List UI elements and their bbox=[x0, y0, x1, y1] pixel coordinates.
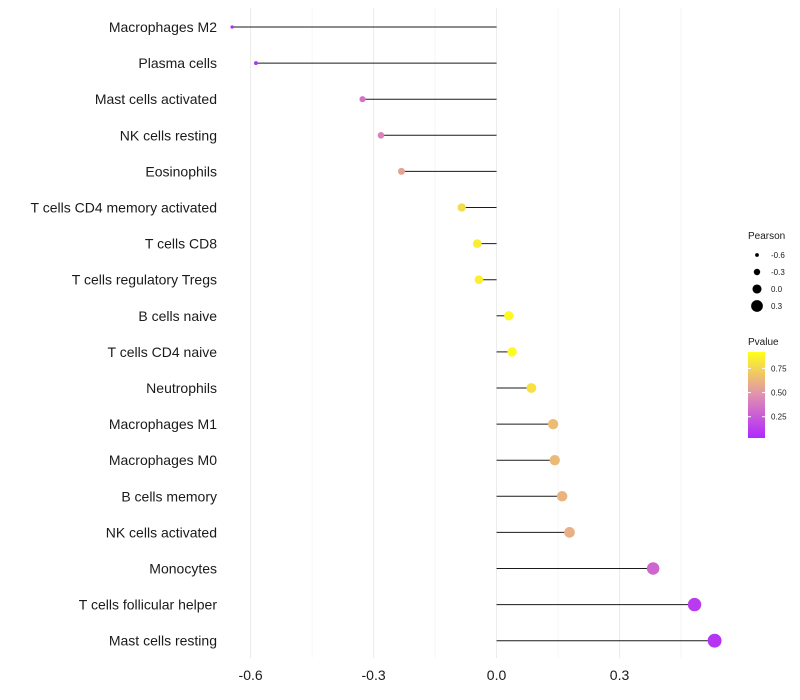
y-tick-label: Macrophages M2 bbox=[109, 19, 217, 35]
x-tick-label: -0.3 bbox=[362, 667, 386, 683]
pvalue-legend-label: 0.25 bbox=[771, 413, 787, 422]
y-tick-label: T cells CD8 bbox=[145, 236, 217, 252]
lollipop-point bbox=[526, 383, 537, 393]
y-tick-label: Mast cells resting bbox=[109, 633, 217, 649]
y-tick-label: T cells regulatory Tregs bbox=[72, 272, 217, 288]
pearson-legend-key bbox=[752, 284, 762, 294]
lollipop-point bbox=[556, 491, 568, 502]
y-tick-label: NK cells activated bbox=[106, 524, 217, 540]
y-tick-label: B cells naive bbox=[138, 308, 217, 324]
y-tick-label: Mast cells activated bbox=[95, 91, 217, 107]
y-tick-label: T cells CD4 memory activated bbox=[31, 200, 217, 216]
x-tick-labels: -0.6 -0.3 0.0 0.3 bbox=[239, 667, 630, 683]
pearson-legend-title: Pearson bbox=[748, 231, 785, 242]
x-tick-label: 0.0 bbox=[487, 667, 507, 683]
lollipop-point bbox=[507, 347, 517, 357]
y-tick-label: T cells CD4 naive bbox=[108, 344, 218, 360]
lollipop-points bbox=[230, 25, 722, 648]
pearson-legend-label: -0.6 bbox=[771, 251, 785, 260]
pvalue-legend-title: Pvalue bbox=[748, 337, 779, 348]
lollipop-point bbox=[547, 418, 559, 430]
lollipop-point bbox=[504, 311, 514, 321]
lollipop-point bbox=[474, 275, 484, 285]
lollipop-point bbox=[397, 167, 405, 175]
y-tick-label: Plasma cells bbox=[138, 55, 217, 71]
y-tick-label: Macrophages M0 bbox=[109, 452, 217, 468]
pvalue-color-legend: Pvalue 0.75 0.50 0.25 bbox=[748, 337, 787, 438]
y-tick-label: Eosinophils bbox=[145, 163, 217, 179]
pearson-legend-label: 0.0 bbox=[771, 285, 783, 294]
y-tick-label: Macrophages M1 bbox=[109, 416, 217, 432]
pearson-size-legend: Pearson -0.6 -0.3 0.0 0.3 bbox=[748, 231, 785, 312]
lollipop-point bbox=[230, 25, 234, 29]
pearson-legend-key bbox=[755, 253, 759, 257]
x-tick-label: -0.6 bbox=[239, 667, 263, 683]
pearson-legend-key bbox=[753, 268, 761, 276]
lollipop-point bbox=[377, 132, 385, 139]
y-tick-label: Neutrophils bbox=[146, 380, 217, 396]
lollipop-point bbox=[359, 96, 366, 103]
lollipop-point bbox=[707, 633, 722, 648]
lollipop-point bbox=[564, 527, 575, 538]
lollipop-stems bbox=[232, 26, 715, 642]
lollipop-point bbox=[253, 61, 258, 66]
pearson-legend-key bbox=[751, 300, 763, 312]
lollipop-point bbox=[457, 203, 466, 212]
lollipop-point bbox=[646, 562, 660, 575]
grid-lines bbox=[250, 8, 682, 658]
y-tick-labels: Macrophages M2 Plasma cells Mast cells act… bbox=[31, 19, 218, 649]
pearson-legend-label: -0.3 bbox=[771, 268, 785, 277]
pvalue-legend-label: 0.50 bbox=[771, 389, 787, 398]
y-tick-label: NK cells resting bbox=[120, 127, 217, 143]
pvalue-legend-label: 0.75 bbox=[771, 364, 787, 373]
lollipop-point bbox=[549, 455, 560, 466]
x-tick-label: 0.3 bbox=[610, 667, 630, 683]
pvalue-colorbar bbox=[748, 352, 765, 438]
y-tick-label: Monocytes bbox=[149, 561, 217, 577]
lollipop-point bbox=[472, 239, 482, 248]
y-tick-label: B cells memory bbox=[121, 488, 217, 504]
pearson-legend-label: 0.3 bbox=[771, 302, 783, 311]
y-tick-label: T cells follicular helper bbox=[79, 597, 218, 613]
lollipop-point bbox=[687, 597, 702, 612]
